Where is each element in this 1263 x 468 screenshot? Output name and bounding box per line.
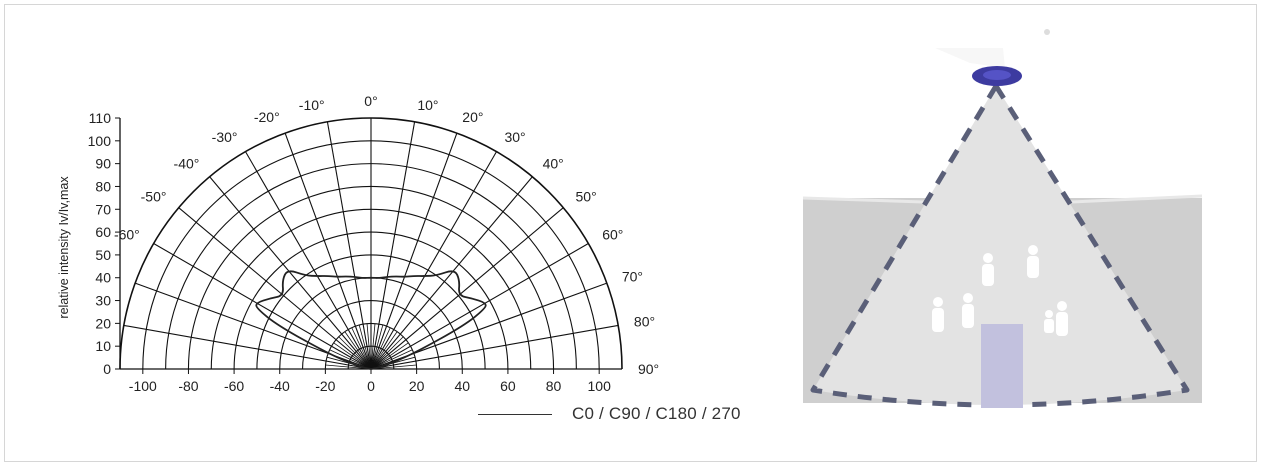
angle-label: -40° bbox=[174, 155, 200, 171]
x-tick-label: 60 bbox=[500, 378, 516, 394]
angular-grid-spoke bbox=[123, 324, 372, 370]
person-icon bbox=[1044, 310, 1054, 333]
y-tick-label: 50 bbox=[95, 247, 111, 263]
x-tick-label: 100 bbox=[588, 378, 612, 394]
y-tick-label: 20 bbox=[95, 315, 111, 331]
angular-grid-spoke bbox=[370, 243, 589, 370]
x-tick-label: -100 bbox=[129, 378, 157, 394]
person-icon bbox=[962, 293, 974, 328]
inner-grid-spoke bbox=[370, 327, 391, 370]
y-tick-label: 40 bbox=[95, 270, 111, 286]
angle-label: 40° bbox=[543, 155, 564, 171]
angle-label: -50° bbox=[141, 188, 167, 204]
y-tick-label: 90 bbox=[95, 156, 111, 172]
angle-label: 60° bbox=[602, 227, 623, 243]
angular-grid-spoke bbox=[153, 243, 372, 370]
inner-grid-spoke bbox=[344, 331, 372, 370]
y-axis-title: relative intensity Iv/Iv,max bbox=[57, 176, 71, 319]
x-tick-label: -80 bbox=[178, 378, 198, 394]
inner-grid-spoke bbox=[370, 324, 384, 370]
angle-label: 10° bbox=[417, 97, 438, 113]
legend-line-swatch bbox=[478, 413, 552, 415]
inner-grid-spoke bbox=[358, 324, 372, 370]
angle-label: -10° bbox=[299, 97, 325, 113]
angle-label: 30° bbox=[504, 129, 525, 145]
inner-grid-spoke bbox=[370, 323, 376, 370]
y-tick-label: 110 bbox=[89, 110, 112, 126]
angle-label: 20° bbox=[462, 109, 483, 125]
inner-grid-spoke bbox=[366, 323, 372, 370]
inner-grid-spoke bbox=[370, 342, 409, 370]
legend-label: C0 / C90 / C180 / 270 bbox=[572, 404, 741, 423]
door-icon bbox=[981, 324, 1023, 408]
inner-grid-spoke bbox=[370, 349, 413, 370]
inner-grid-spoke bbox=[329, 349, 372, 370]
person-icon bbox=[1027, 245, 1039, 278]
angular-grid-spoke bbox=[370, 132, 458, 370]
light-cone bbox=[813, 86, 1187, 405]
x-tick-label: -60 bbox=[224, 378, 244, 394]
angular-grid-spoke bbox=[370, 121, 416, 370]
angular-grid-spoke bbox=[326, 121, 372, 370]
inner-grid-spoke bbox=[370, 331, 398, 370]
angular-grid-spoke bbox=[245, 151, 372, 370]
angular-grid-spoke bbox=[370, 176, 533, 370]
intensity-curve-layer bbox=[255, 270, 487, 370]
person-icon bbox=[982, 253, 994, 286]
angular-grid-spoke bbox=[370, 207, 564, 370]
angular-grid-spoke bbox=[209, 176, 372, 370]
y-tick-label: 0 bbox=[103, 361, 111, 377]
angular-grid-spoke bbox=[370, 151, 497, 370]
angle-label: 90° bbox=[638, 361, 659, 377]
angle-label: 50° bbox=[576, 188, 597, 204]
x-tick-label: -40 bbox=[270, 378, 290, 394]
y-tick-label: 80 bbox=[95, 178, 111, 194]
y-tick-label: 70 bbox=[95, 201, 111, 217]
y-tick-label: 30 bbox=[95, 293, 111, 309]
x-tick-label: 40 bbox=[454, 378, 470, 394]
person-icon bbox=[1056, 301, 1068, 336]
ceiling-luminaire-icon bbox=[972, 29, 1050, 86]
angle-label: -30° bbox=[212, 129, 238, 145]
legend: C0 / C90 / C180 / 270 bbox=[478, 402, 741, 426]
x-tick-label: 0 bbox=[367, 378, 375, 394]
angle-label: 70° bbox=[622, 269, 643, 285]
inner-grid-spoke bbox=[338, 336, 372, 370]
angular-grid-spoke bbox=[370, 324, 619, 370]
angle-label: 80° bbox=[634, 314, 655, 330]
intensity-curve bbox=[255, 270, 487, 370]
x-tick-label: 20 bbox=[409, 378, 425, 394]
y-tick-label: 60 bbox=[95, 224, 111, 240]
tent-light-shape bbox=[935, 48, 1005, 68]
y-tick-label: 100 bbox=[88, 133, 112, 149]
lighting-illustration bbox=[802, 29, 1203, 408]
angle-label: -20° bbox=[254, 109, 280, 125]
angular-grid-spoke bbox=[284, 132, 372, 370]
inner-grid-spoke bbox=[333, 342, 372, 370]
x-tick-label: -20 bbox=[315, 378, 335, 394]
angle-label: -60° bbox=[114, 227, 140, 243]
polar-intensity-diagram: 0 10 20 30 40 50 60 70 80 90 100 110 -100 -80 -60 -40 -2… bbox=[57, 93, 659, 394]
y-tick-label: 10 bbox=[95, 338, 111, 354]
angular-grid-spoke bbox=[178, 207, 372, 370]
axis-label-layer: 0 10 20 30 40 50 60 70 80 90 100 110 -100 -80 -60 -40 -2… bbox=[57, 93, 659, 394]
inner-grid-spoke bbox=[370, 336, 404, 370]
inner-grid-spoke bbox=[351, 327, 372, 370]
angle-label: 0° bbox=[364, 93, 377, 109]
x-tick-label: 80 bbox=[546, 378, 562, 394]
person-icon bbox=[932, 297, 944, 332]
